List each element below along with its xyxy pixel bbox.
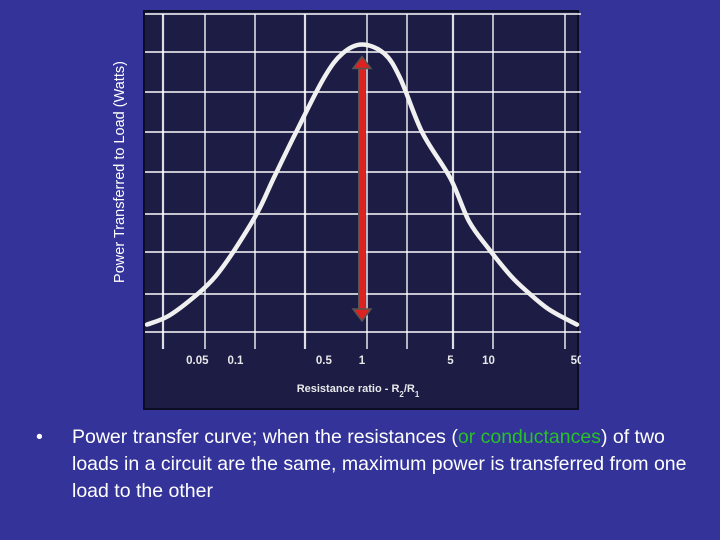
annotation-layer bbox=[351, 55, 373, 323]
x-tick-label: 5 bbox=[447, 355, 454, 367]
x-tick-label: 10 bbox=[482, 355, 495, 367]
series-layer bbox=[145, 42, 580, 327]
x-tick-label: 0.05 bbox=[186, 355, 209, 367]
arrow-head-bottom bbox=[351, 308, 373, 323]
caption-highlight: or conductances bbox=[457, 426, 601, 448]
chart-photo: 0.05 0.1 0.5 1 5 10 50 Resistance ratio - R2/R… bbox=[143, 10, 581, 410]
power-transfer-chart: 0.05 0.1 0.5 1 5 10 50 Resistance ratio - R2/R… bbox=[145, 13, 581, 399]
power-curve bbox=[145, 42, 580, 327]
x-tick-label: 0.5 bbox=[316, 355, 333, 367]
x-tick-label: 0.1 bbox=[227, 355, 244, 367]
x-tick-labels: 0.05 0.1 0.5 1 5 10 50 bbox=[186, 355, 581, 367]
y-axis-label: Power Transferred to Load (Watts) bbox=[112, 61, 128, 283]
x-tick-label: 50 bbox=[571, 355, 581, 367]
caption-bullet: • Power transfer curve; when the resista… bbox=[36, 424, 696, 505]
arrow-head-top bbox=[351, 55, 373, 70]
bullet-glyph: • bbox=[36, 426, 43, 448]
x-tick-label: 1 bbox=[359, 355, 366, 367]
caption-text: Power transfer curve; when the resistanc… bbox=[72, 426, 687, 502]
x-axis-label: Resistance ratio - R2/R1 bbox=[297, 383, 420, 399]
